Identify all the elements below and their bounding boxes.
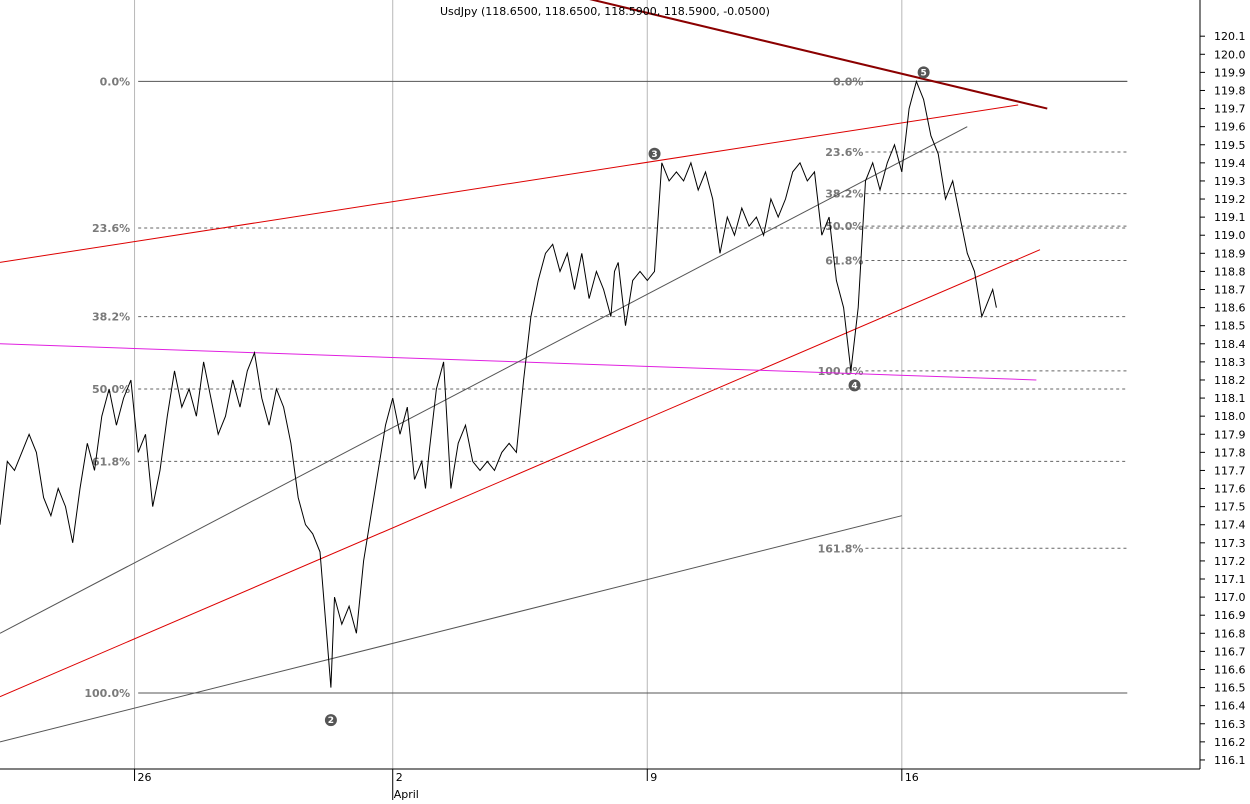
fib-level-label: 23.6%	[92, 222, 130, 235]
y-tick-label: 116.3	[1214, 718, 1246, 731]
y-tick-label: 117.9	[1214, 428, 1246, 441]
y-tick-label: 118.8	[1214, 265, 1246, 278]
wave-label: 4	[851, 381, 857, 391]
y-tick-label: 117.5	[1214, 501, 1246, 514]
y-tick-label: 116.4	[1214, 700, 1246, 713]
price-layer	[0, 79, 997, 688]
fibonacci-layer: 0.0% 23.6% 38.2% 50.0% 61.8% 100.0% 0.0% 23.6% 3…	[84, 75, 1128, 700]
fib-level-label: 100.0%	[818, 365, 864, 378]
fib-level-label: 23.6%	[825, 146, 863, 159]
trendline-upper-red	[0, 104, 1019, 263]
price-series-line	[0, 79, 997, 688]
y-tick-label: 120.1	[1214, 30, 1246, 43]
y-tick-label: 118.4	[1214, 338, 1246, 351]
y-tick-label: 116.9	[1214, 609, 1246, 622]
y-tick-label: 119.9	[1214, 66, 1246, 79]
y-tick-label: 119.3	[1214, 175, 1246, 188]
y-tick-label: 118.7	[1214, 284, 1246, 297]
y-tick-label: 119.5	[1214, 139, 1246, 152]
fib-level-label: 38.2%	[92, 311, 130, 324]
y-tick-label: 120.0	[1214, 48, 1246, 61]
y-tick-label: 118.6	[1214, 302, 1246, 315]
chart-title: UsdJpy (118.6500, 118.6500, 118.5900, 11…	[440, 5, 770, 18]
y-tick-label: 118.0	[1214, 410, 1246, 423]
x-tick-label: 26	[138, 771, 152, 784]
y-tick-label: 118.9	[1214, 247, 1246, 260]
y-tick-label: 119.7	[1214, 103, 1246, 116]
fib-level-label: 61.8%	[825, 255, 863, 268]
y-tick-label: 116.1	[1214, 754, 1246, 767]
grid-layer	[134, 0, 903, 769]
y-tick-label: 119.1	[1214, 211, 1246, 224]
y-tick-label: 117.4	[1214, 519, 1246, 532]
y-tick-label: 116.5	[1214, 682, 1246, 695]
fib-level-label: 161.8%	[818, 542, 864, 555]
fib-level-label: 38.2%	[825, 188, 863, 201]
x-tick-label: 9	[650, 771, 657, 784]
y-tick-label: 119.4	[1214, 157, 1246, 170]
y-tick-label: 118.3	[1214, 356, 1246, 369]
y-tick-label: 116.7	[1214, 645, 1246, 658]
month-label: April	[394, 788, 419, 800]
y-tick-label: 117.1	[1214, 573, 1246, 586]
y-tick-label: 118.5	[1214, 320, 1246, 333]
trendline-black-low	[0, 515, 902, 743]
wave-marker	[648, 147, 661, 160]
fib-level-label: 50.0%	[825, 220, 863, 233]
y-tick-label: 119.6	[1214, 121, 1246, 134]
fib-level-label: 0.0%	[833, 75, 864, 88]
x-tick-label: 2	[396, 771, 403, 784]
y-tick-label: 119.0	[1214, 229, 1246, 242]
y-tick-label: 116.8	[1214, 627, 1246, 640]
y-tick-label: 116.6	[1214, 663, 1246, 676]
trendline-darkred-resistance	[589, 0, 1048, 110]
fib-level-label: 0.0%	[100, 75, 131, 88]
wave-label-layer: 2 3 4 5	[324, 66, 930, 727]
wave-label: 3	[651, 150, 657, 160]
y-tick-label: 119.8	[1214, 84, 1246, 97]
y-tick-label: 117.3	[1214, 537, 1246, 550]
y-tick-label: 118.1	[1214, 392, 1246, 405]
trendline-lower-red	[0, 249, 1041, 698]
y-tick-label: 119.2	[1214, 193, 1246, 206]
y-tick-label: 117.2	[1214, 555, 1246, 568]
trendline-black-mid	[0, 126, 968, 634]
wave-label: 5	[921, 68, 927, 78]
y-tick-label: 117.7	[1214, 464, 1246, 477]
wave-label: 2	[328, 716, 334, 726]
fib-level-label: 100.0%	[84, 687, 130, 700]
wave-marker	[917, 66, 930, 79]
fib-level-label: 50.0%	[92, 383, 130, 396]
wave-marker	[848, 379, 861, 392]
y-tick-label: 118.2	[1214, 374, 1246, 387]
fib-level-label: 61.8%	[92, 455, 130, 468]
y-tick-label: 116.2	[1214, 736, 1246, 749]
y-tick-label: 117.0	[1214, 591, 1246, 604]
y-tick-label: 117.6	[1214, 483, 1246, 496]
y-tick-label: 117.8	[1214, 446, 1246, 459]
x-tick-label: 16	[905, 771, 919, 784]
wave-marker	[324, 714, 337, 727]
trendline-layer	[0, 0, 1048, 743]
